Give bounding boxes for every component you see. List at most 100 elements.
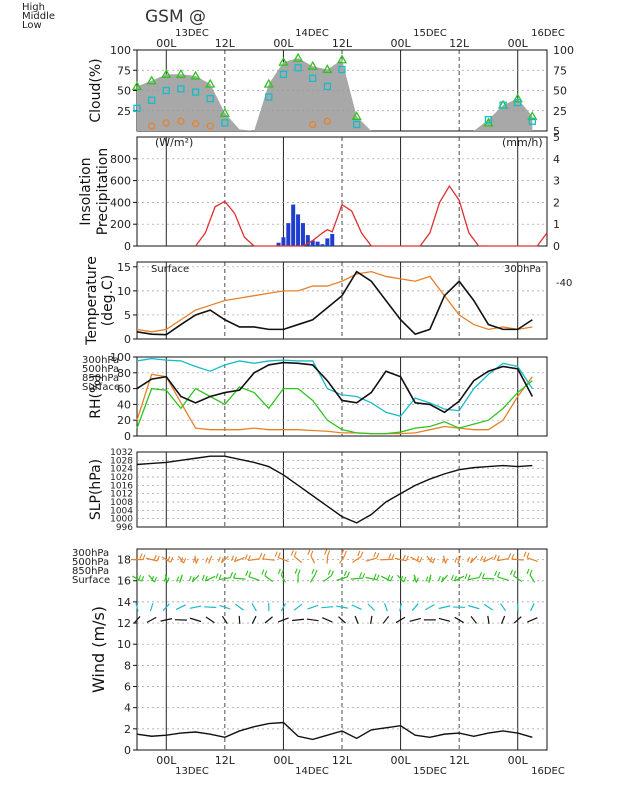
y-axis-label-precipitation: Precipitation bbox=[95, 148, 111, 236]
y-tick-label: 100 bbox=[110, 44, 131, 57]
wind-barb bbox=[413, 574, 417, 583]
wind-barb-flag bbox=[192, 557, 196, 563]
wind-barb bbox=[470, 555, 478, 564]
wind-barb-flag bbox=[467, 574, 471, 580]
y-tick-label: 0 bbox=[124, 240, 131, 253]
wind-barb-flag bbox=[138, 574, 142, 581]
wind-barb-flag bbox=[327, 569, 331, 575]
precipitation-bar bbox=[305, 235, 310, 246]
wind-barb-flag bbox=[416, 555, 420, 562]
wind-barb bbox=[280, 603, 287, 612]
top-date-label: 14DEC bbox=[295, 28, 329, 39]
wind-barb bbox=[321, 606, 334, 609]
bottom-date-label: 13DEC bbox=[175, 766, 209, 777]
wind-barb-flag bbox=[290, 550, 294, 556]
wind-barb-flag bbox=[274, 551, 278, 557]
wind-barb-flag bbox=[277, 552, 281, 558]
middle-cloud-point bbox=[263, 78, 274, 88]
wind-barb-flag bbox=[470, 557, 474, 564]
low-cloud-point bbox=[514, 99, 522, 107]
wind-barb-flag bbox=[176, 576, 180, 582]
wind-barb bbox=[205, 616, 215, 624]
high-cloud-point bbox=[323, 117, 331, 125]
wind-barb-flag bbox=[425, 576, 429, 582]
wind-barb-flag bbox=[218, 574, 222, 580]
wind-barb-flag bbox=[233, 572, 237, 579]
low-cloud-point bbox=[309, 74, 317, 82]
y-tick-label: 0 bbox=[124, 430, 131, 443]
wind-barb bbox=[164, 574, 168, 583]
wind-barb-flag bbox=[405, 555, 409, 562]
wind-barb bbox=[310, 555, 316, 564]
wind-barb bbox=[220, 555, 229, 564]
wind-barb bbox=[148, 574, 156, 583]
low-cloud-point bbox=[162, 86, 170, 95]
wind-barb bbox=[264, 616, 273, 624]
panel-wind: 0 2 4 6 8 10 12 14 16 18 300hPa500hPa850hPaSurface… bbox=[72, 548, 548, 757]
wind-barb bbox=[177, 555, 185, 564]
y-tick-label: 60 bbox=[117, 383, 131, 396]
wind-barb-flag bbox=[262, 553, 266, 560]
wind-barb bbox=[322, 575, 332, 583]
wind-barb-flag bbox=[376, 574, 380, 580]
wind-barb-flag bbox=[457, 558, 461, 564]
y-axis-label-temperature: Temperature bbox=[84, 256, 100, 346]
wind-barb-flag bbox=[454, 557, 458, 563]
wind-barb bbox=[339, 555, 345, 564]
y-tick-label: 14 bbox=[117, 596, 131, 609]
wind-barb-flag bbox=[294, 568, 298, 574]
wind-barb-flag bbox=[496, 555, 500, 561]
wind-barb-flag bbox=[343, 570, 347, 577]
precipitation-bar bbox=[310, 240, 315, 246]
top-hour-label: 00L bbox=[156, 37, 177, 50]
y-tick-label: 1016 bbox=[110, 481, 133, 491]
low-cloud-point bbox=[177, 85, 185, 93]
wind-barb bbox=[410, 556, 421, 563]
wind-barb-flag bbox=[154, 576, 158, 583]
wind-barb-flag bbox=[183, 557, 187, 564]
high-cloud-point bbox=[162, 119, 170, 127]
wind-barb-flag bbox=[432, 557, 436, 564]
bottom-hour-label: 00L bbox=[156, 754, 177, 767]
low-cloud-point bbox=[499, 101, 507, 109]
high-cloud-point bbox=[148, 122, 156, 130]
rh-line-300hpa bbox=[136, 373, 533, 435]
middle-cloud-point bbox=[322, 64, 333, 74]
wind-barb bbox=[442, 555, 447, 564]
wind-barb bbox=[395, 616, 406, 624]
wind-barb bbox=[354, 615, 359, 624]
wind-barb bbox=[135, 603, 139, 612]
wind-barb-flag bbox=[314, 569, 318, 576]
wind-barb-flag bbox=[400, 575, 404, 582]
top-hour-label: 12L bbox=[215, 37, 236, 50]
wind-surface-line bbox=[136, 721, 533, 741]
y-tick-label: 25 bbox=[117, 105, 131, 118]
wind-barb bbox=[426, 555, 434, 564]
bottom-date-label: 14DEC bbox=[295, 766, 329, 777]
wind-barb-flag bbox=[513, 570, 517, 576]
high-cloud-point bbox=[177, 117, 185, 125]
wind-barb-flag bbox=[208, 558, 212, 564]
wind-barb-flag bbox=[388, 553, 392, 559]
rh-legend-850hpa: 850hPa bbox=[82, 373, 119, 384]
wind-barb bbox=[251, 603, 257, 612]
wind-barb bbox=[394, 557, 407, 562]
wind-barb-flag bbox=[293, 551, 297, 557]
wind-barb bbox=[336, 576, 348, 581]
wind-barb bbox=[513, 616, 522, 624]
y-tick-label: 1020 bbox=[110, 473, 133, 483]
wind-barb-flag bbox=[376, 552, 380, 559]
cloud-legend-low: Low bbox=[22, 20, 42, 31]
wind-barb bbox=[470, 615, 477, 624]
wind-barb-flag bbox=[139, 553, 143, 559]
wind-barb-flag bbox=[259, 552, 263, 559]
high-cloud-point bbox=[191, 120, 200, 128]
y-tick-label: 12 bbox=[117, 617, 131, 630]
wind-barb bbox=[194, 555, 197, 564]
wind-barb-flag bbox=[230, 555, 234, 561]
wind-barb-flag bbox=[526, 552, 530, 558]
y-tick-label: 5 bbox=[124, 309, 131, 322]
wind-barb-flag bbox=[205, 557, 209, 563]
wind-barb-flag bbox=[297, 569, 301, 575]
right-tick-label: 50 bbox=[553, 85, 567, 98]
